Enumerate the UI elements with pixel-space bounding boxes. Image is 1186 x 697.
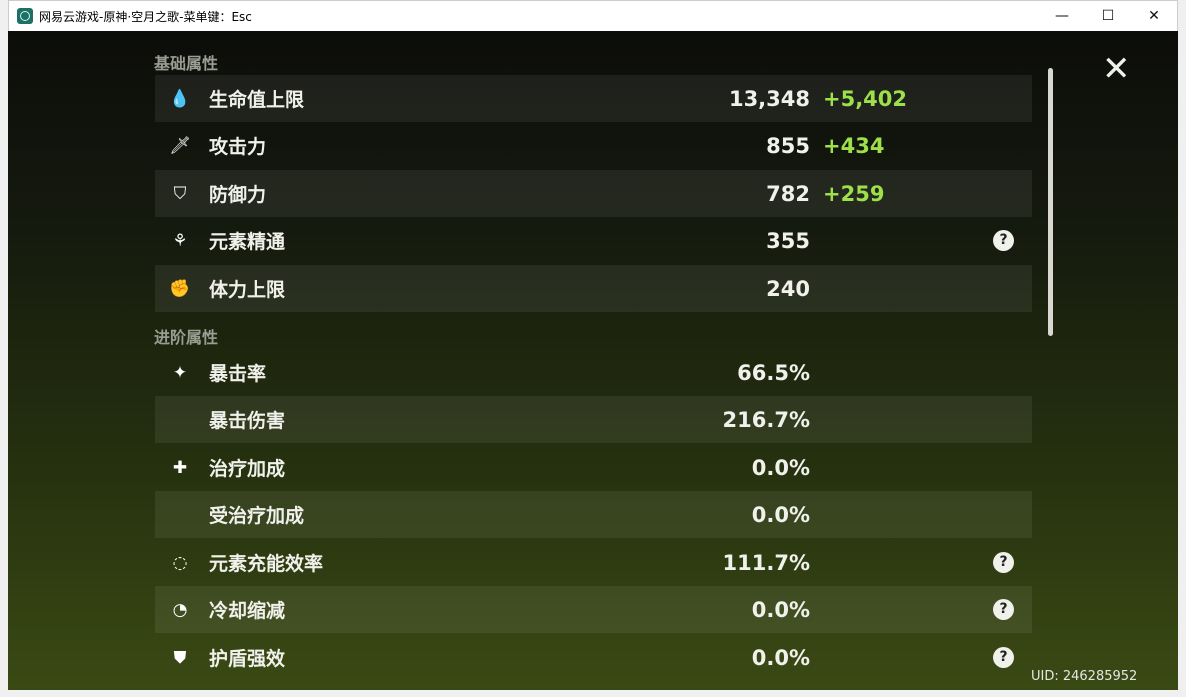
stat-row: 💧 生命值上限 13,348 +5,402 xyxy=(155,75,1032,122)
stamina-icon: ✊ xyxy=(169,278,191,299)
section-advanced-title: 进阶属性 xyxy=(154,328,219,347)
stat-row: 暴击伤害 216.7% xyxy=(155,396,1032,443)
help-icon[interactable]: ? xyxy=(993,599,1014,620)
stat-label: 元素充能效率 xyxy=(209,553,324,575)
stat-value: 355 xyxy=(766,228,810,253)
stat-label: 体力上限 xyxy=(209,279,286,301)
stat-value: 13,348 xyxy=(728,86,810,111)
stat-label: 暴击伤害 xyxy=(209,410,286,432)
crit-rate-icon: ✦ xyxy=(172,362,188,383)
help-icon[interactable]: ? xyxy=(993,647,1014,668)
app-icon xyxy=(17,8,33,24)
stat-label: 护盾强效 xyxy=(209,648,286,670)
stat-value: 0.0% xyxy=(751,597,810,622)
stat-label: 防御力 xyxy=(209,184,267,206)
help-icon[interactable]: ? xyxy=(993,230,1014,251)
stat-bonus: +5,402 xyxy=(823,86,908,111)
uid-label: UID: 246285952 xyxy=(1031,669,1138,684)
energy-recharge-icon: ◌ xyxy=(172,552,188,573)
stat-value: 782 xyxy=(766,181,810,206)
stat-value: 66.5% xyxy=(737,360,810,385)
stat-label: 治疗加成 xyxy=(209,458,286,480)
defense-shield-icon: ⛉ xyxy=(173,183,187,204)
elemental-mastery-icon: ⚘ xyxy=(172,230,188,251)
help-icon[interactable]: ? xyxy=(993,552,1014,573)
game-viewport: 基础属性 💧 生命值上限 13,348 +5,402 🗡 攻击力 855 +434 ⛉ 防御力 78… xyxy=(8,31,1178,690)
stat-label: 暴击率 xyxy=(209,363,267,385)
stat-label: 元素精通 xyxy=(209,231,286,253)
window-close-button[interactable]: ✕ xyxy=(1148,8,1160,24)
stat-value: 240 xyxy=(766,276,810,301)
cooldown-icon: ◔ xyxy=(172,599,188,620)
maximize-button[interactable]: ☐ xyxy=(1101,8,1115,24)
stat-label: 生命值上限 xyxy=(209,89,305,111)
stat-value: 0.0% xyxy=(751,502,810,527)
stat-bonus: +259 xyxy=(823,181,885,206)
stat-label: 受治疗加成 xyxy=(209,505,305,527)
minimize-button[interactable]: — xyxy=(1055,8,1069,24)
stat-value: 0.0% xyxy=(751,455,810,480)
stat-row: ◔ 冷却缩减 0.0%? xyxy=(155,586,1032,633)
stat-row: ✚ 治疗加成 0.0% xyxy=(155,444,1032,491)
stat-row: ⚘ 元素精通 355? xyxy=(155,217,1032,264)
attack-sword-icon: 🗡 xyxy=(169,135,191,156)
stat-row: ◌ 元素充能效率 111.7%? xyxy=(155,539,1032,586)
hp-drop-icon: 💧 xyxy=(169,88,191,109)
window-titlebar: 网易云游戏-原神·空月之歌-菜单键：Esc — ☐ ✕ xyxy=(8,0,1178,31)
stat-row: ✊ 体力上限 240 xyxy=(155,265,1032,312)
section-basic-title: 基础属性 xyxy=(154,54,219,73)
stat-row: ✦ 暴击率 66.5% xyxy=(155,349,1032,396)
stat-value: 855 xyxy=(766,133,810,158)
healing-cross-icon: ✚ xyxy=(172,457,188,478)
shield-strength-icon: ⛊ xyxy=(173,647,187,668)
stat-value: 0.0% xyxy=(751,645,810,670)
stat-bonus: +434 xyxy=(823,133,885,158)
scrollbar[interactable] xyxy=(1048,68,1053,336)
close-panel-button[interactable]: ✕ xyxy=(1102,49,1131,89)
stat-row: 受治疗加成 0.0% xyxy=(155,491,1032,538)
stat-row: ⛉ 防御力 782 +259 xyxy=(155,170,1032,217)
stat-row: 🗡 攻击力 855 +434 xyxy=(155,122,1032,169)
stat-value: 216.7% xyxy=(722,407,810,432)
stat-label: 冷却缩减 xyxy=(209,600,286,622)
stat-row: ⛊ 护盾强效 0.0%? xyxy=(155,634,1032,681)
window-title: 网易云游戏-原神·空月之歌-菜单键：Esc xyxy=(39,9,252,24)
stat-label: 攻击力 xyxy=(209,136,267,158)
stat-value: 111.7% xyxy=(722,550,810,575)
